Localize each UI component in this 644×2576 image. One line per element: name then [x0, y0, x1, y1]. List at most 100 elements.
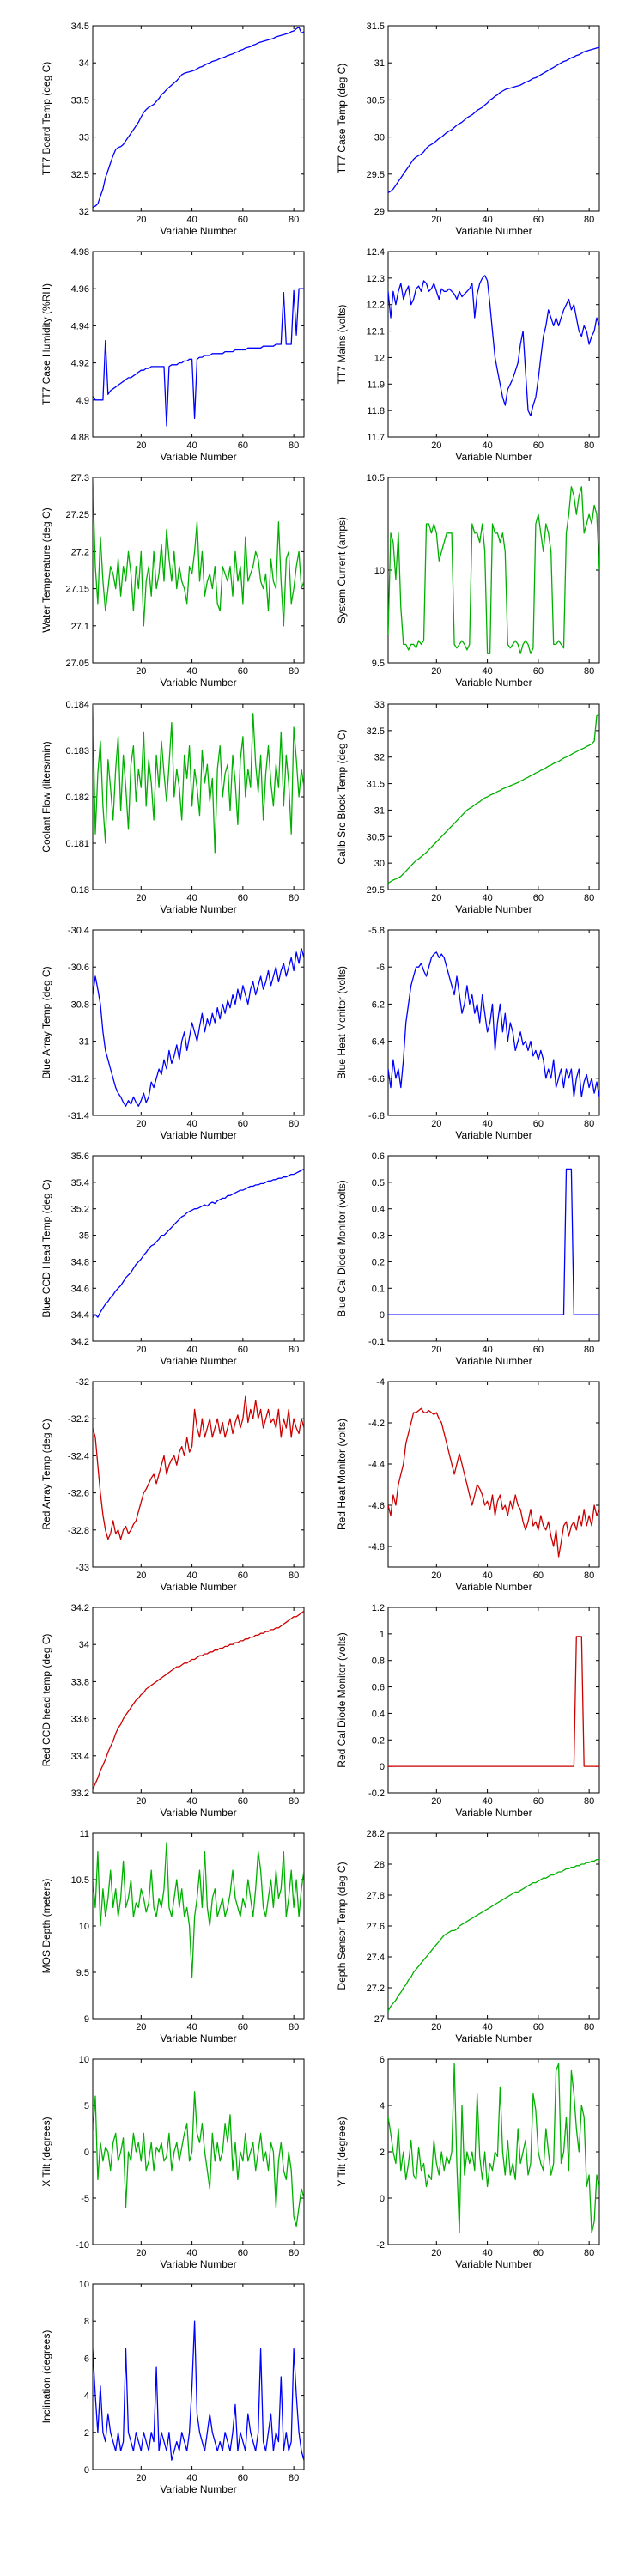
y-tick-label: 35.2	[71, 1205, 89, 1215]
x-tick-label: 80	[584, 215, 594, 225]
x-axis-label: Variable Number	[160, 225, 236, 237]
y-tick-label: 29	[374, 207, 385, 217]
y-axis-label: Inclination (degrees)	[40, 2330, 52, 2424]
y-tick-label: 27.1	[71, 622, 89, 632]
y-tick-label: 0	[380, 1762, 385, 1772]
y-tick-label: -6.2	[368, 999, 385, 1010]
x-tick-label: 40	[482, 215, 492, 225]
y-tick-label: 35.6	[71, 1151, 89, 1162]
y-tick-label: 33.2	[71, 1789, 89, 1799]
series-line	[388, 1636, 599, 1767]
y-tick-label: 10	[374, 566, 385, 576]
x-axis-label: Variable Number	[455, 2032, 532, 2044]
x-axis-label: Variable Number	[455, 1129, 532, 1141]
y-tick-label: 0	[380, 2194, 385, 2204]
y-axis-label: Red Array Temp (deg C)	[40, 1419, 52, 1529]
y-tick-label: 27.3	[71, 473, 89, 483]
series-line	[93, 1842, 304, 1978]
y-tick-label: 1.2	[372, 1603, 385, 1613]
x-tick-label: 20	[136, 2022, 146, 2032]
y-tick-label: 1	[380, 1630, 385, 1640]
y-tick-label: -4.6	[368, 1501, 385, 1511]
y-axis-label: Y Tilt (degrees)	[336, 2117, 348, 2186]
series-line	[93, 1168, 304, 1318]
y-tick-label: 6	[380, 2055, 385, 2065]
plot-frame	[92, 1607, 305, 1794]
y-tick-label: 10.5	[367, 473, 385, 483]
subplot-14: 20 40 60 80 -4.8 -4.6 -4.4 -4.2 -4 Variable Numbe…	[336, 1377, 600, 1593]
x-tick-label: 80	[289, 1119, 299, 1129]
y-axis-label: Red CCD head temp (deg C)	[40, 1634, 52, 1767]
plot-frame	[92, 1155, 305, 1342]
y-tick-label: -30.8	[68, 999, 89, 1010]
y-tick-label: 4.88	[71, 433, 89, 443]
x-tick-label: 80	[289, 2248, 299, 2258]
series-line	[388, 46, 599, 193]
plot-frame	[92, 1381, 305, 1568]
y-tick-label: 34	[79, 58, 89, 69]
y-tick-label: -31.2	[68, 1074, 89, 1084]
y-tick-label: 31	[374, 805, 385, 816]
y-tick-label: 9.5	[372, 659, 385, 669]
y-tick-label: 11.9	[367, 380, 385, 390]
y-tick-label: 4.9	[76, 396, 89, 406]
x-axis-label: Variable Number	[160, 1581, 236, 1593]
subplot-15: 20 40 60 80 33.2 33.4 33.6 33.8 34 34.2 Variable N…	[40, 1603, 305, 1819]
subplot-21: 20 40 60 80 0 2 4 6 8 10 Variable Number Inclinatio…	[40, 2280, 305, 2495]
x-tick-label: 20	[431, 215, 441, 225]
x-tick-label: 40	[186, 215, 197, 225]
y-tick-label: 10	[79, 2280, 89, 2290]
x-tick-label: 40	[482, 1119, 492, 1129]
y-tick-label: -6	[376, 963, 385, 973]
y-tick-label: 29.5	[367, 885, 385, 896]
x-axis-label: Variable Number	[455, 903, 532, 915]
y-tick-label: -32.4	[68, 1451, 89, 1461]
y-tick-label: 34.2	[71, 1337, 89, 1347]
y-tick-label: 27.8	[367, 1891, 385, 1901]
x-axis-label: Variable Number	[160, 1355, 236, 1367]
y-tick-label: 34.8	[71, 1257, 89, 1267]
x-tick-label: 80	[289, 440, 299, 451]
x-tick-label: 80	[289, 893, 299, 903]
x-tick-label: 40	[186, 1796, 197, 1807]
y-tick-label: 4.96	[71, 284, 89, 295]
subplot-9: 20 40 60 80 -31.4 -31.2 -31 -30.8 -30.6 -30.4 Vari…	[40, 926, 305, 1141]
x-axis-label: Variable Number	[455, 1807, 532, 1819]
x-axis-label: Variable Number	[455, 2258, 532, 2270]
x-tick-label: 20	[431, 1571, 441, 1581]
y-tick-label: 0.2	[372, 1735, 385, 1746]
x-tick-label: 20	[431, 1796, 441, 1807]
y-tick-label: -32	[76, 1377, 89, 1388]
y-tick-label: 27.15	[65, 585, 89, 595]
x-tick-label: 20	[431, 440, 441, 451]
y-tick-label: -6.8	[368, 1111, 385, 1121]
series-line	[388, 1407, 599, 1558]
x-tick-label: 80	[289, 1345, 299, 1355]
y-tick-label: 0.1	[372, 1284, 385, 1294]
y-axis-label: Blue Cal Diode Monitor (volts)	[336, 1180, 348, 1316]
x-tick-label: 60	[533, 1345, 544, 1355]
y-tick-label: 12	[374, 353, 385, 363]
x-tick-label: 60	[533, 666, 544, 677]
plot-frame	[387, 703, 600, 890]
y-tick-label: -32.2	[68, 1414, 89, 1425]
x-tick-label: 60	[238, 2022, 248, 2032]
x-axis-label: Variable Number	[160, 1807, 236, 1819]
y-tick-label: 27.6	[367, 1922, 385, 1932]
series-line	[388, 1168, 599, 1315]
y-tick-label: 30	[374, 133, 385, 143]
x-tick-label: 20	[136, 2473, 146, 2483]
y-axis-label: Blue CCD Head Temp (deg C)	[40, 1179, 52, 1317]
y-tick-label: 0.3	[372, 1231, 385, 1242]
y-tick-label: 27	[374, 2014, 385, 2025]
x-tick-label: 40	[482, 2248, 492, 2258]
x-tick-label: 40	[186, 893, 197, 903]
x-tick-label: 40	[482, 1571, 492, 1581]
y-tick-label: 0	[84, 2465, 89, 2476]
y-tick-label: -10	[76, 2240, 89, 2251]
x-tick-label: 60	[533, 1796, 544, 1807]
y-tick-label: 32.5	[71, 170, 89, 180]
x-tick-label: 60	[533, 1119, 544, 1129]
y-tick-label: 34.4	[71, 1310, 89, 1321]
x-axis-label: Variable Number	[160, 2483, 236, 2495]
